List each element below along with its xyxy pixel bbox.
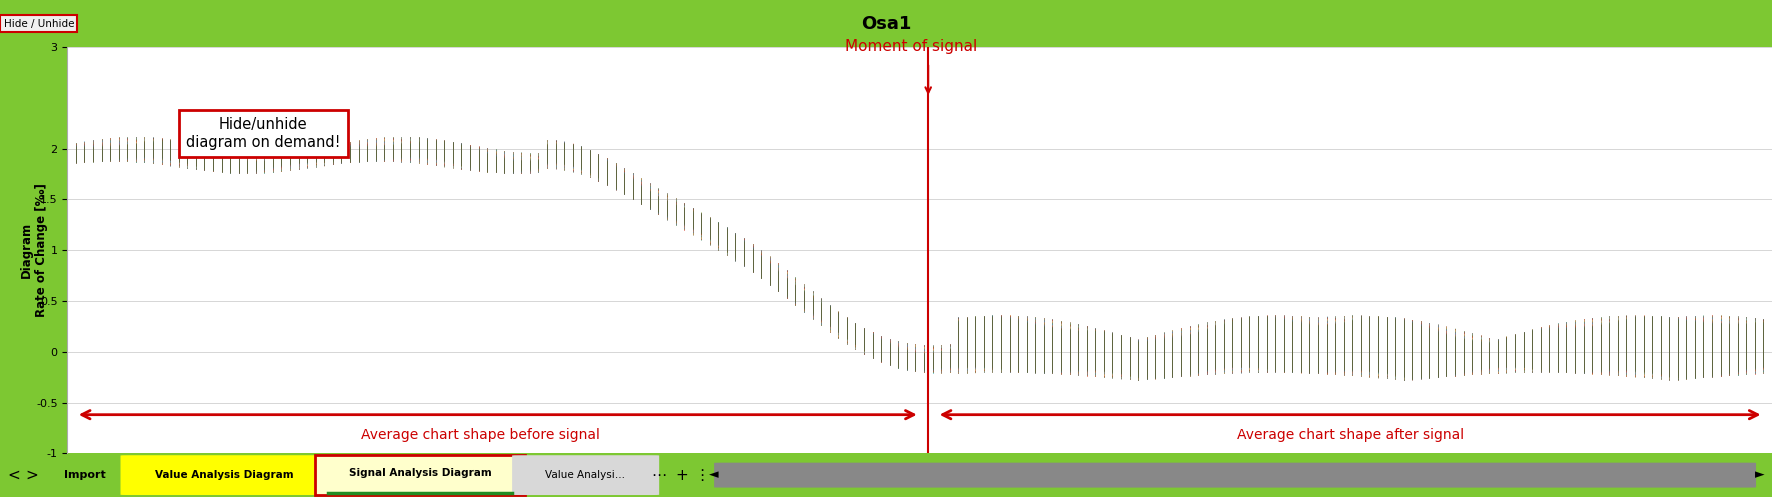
FancyBboxPatch shape xyxy=(315,455,525,495)
Text: Signal Analysis Diagram: Signal Analysis Diagram xyxy=(349,468,491,478)
Text: ⋮: ⋮ xyxy=(695,468,709,483)
Text: >: > xyxy=(25,468,39,483)
Text: Diagram
Rate of Change [‰]: Diagram Rate of Change [‰] xyxy=(19,183,48,317)
Text: <: < xyxy=(7,468,21,483)
Text: Average chart shape before signal: Average chart shape before signal xyxy=(361,428,601,442)
Text: Value Analysi…: Value Analysi… xyxy=(544,470,626,480)
FancyBboxPatch shape xyxy=(120,455,328,495)
Text: Value Analysis Diagram: Value Analysis Diagram xyxy=(154,470,294,480)
FancyBboxPatch shape xyxy=(512,455,659,495)
Text: Moment of signal: Moment of signal xyxy=(845,39,978,54)
Text: Hide/unhide
diagram on demand!: Hide/unhide diagram on demand! xyxy=(186,117,340,150)
Text: Import: Import xyxy=(64,470,106,480)
Text: ⋯: ⋯ xyxy=(652,468,666,483)
Text: ◄: ◄ xyxy=(709,469,719,482)
Text: Osa1: Osa1 xyxy=(861,14,911,33)
Text: Average chart shape after signal: Average chart shape after signal xyxy=(1237,428,1464,442)
FancyBboxPatch shape xyxy=(714,463,1756,488)
Text: ►: ► xyxy=(1754,469,1765,482)
Text: Hide / Unhide: Hide / Unhide xyxy=(4,18,74,29)
Text: +: + xyxy=(675,468,689,483)
FancyBboxPatch shape xyxy=(39,458,131,492)
